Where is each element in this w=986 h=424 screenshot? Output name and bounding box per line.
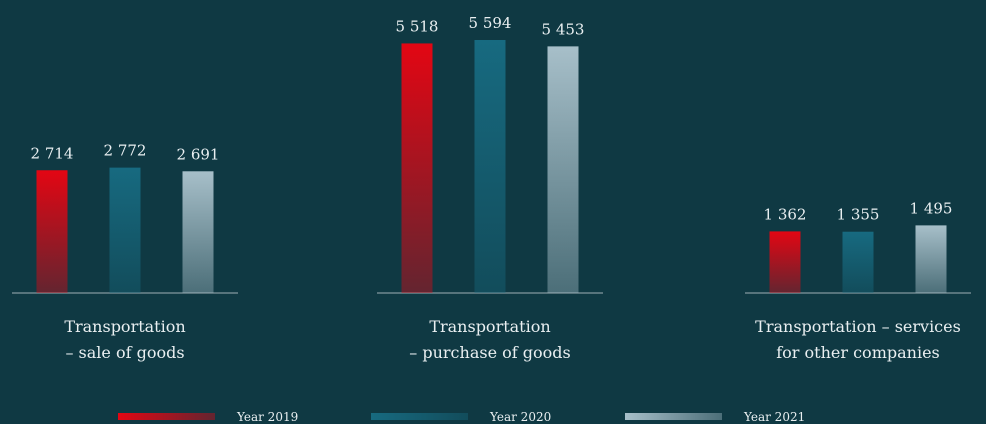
category-line: for other companies bbox=[776, 343, 940, 362]
legend-label: Year 2019 bbox=[236, 410, 298, 424]
category-label: Transportation – sale of goods bbox=[0, 314, 275, 366]
bar bbox=[547, 46, 579, 293]
bar bbox=[401, 43, 433, 293]
value-label: 5 518 bbox=[396, 17, 439, 35]
category-label: Transportation – purchase of goods bbox=[340, 314, 640, 366]
value-label: 2 714 bbox=[31, 144, 74, 162]
value-label: 2 772 bbox=[104, 142, 147, 160]
legend-swatch bbox=[371, 413, 468, 420]
legend-swatch bbox=[118, 413, 215, 420]
legend-label: Year 2021 bbox=[743, 410, 805, 424]
bar bbox=[36, 170, 68, 293]
category-line: Transportation – services bbox=[755, 317, 961, 336]
category-label: Transportation – services for other compa… bbox=[708, 314, 986, 366]
bar bbox=[842, 231, 874, 293]
bar bbox=[182, 171, 214, 293]
bar bbox=[915, 225, 947, 293]
category-line: Transportation bbox=[429, 317, 551, 336]
category-line: – purchase of goods bbox=[409, 343, 571, 362]
value-label: 5 594 bbox=[469, 14, 512, 32]
value-label: 1 495 bbox=[910, 199, 953, 217]
bar bbox=[474, 40, 506, 293]
legend-label: Year 2020 bbox=[489, 410, 551, 424]
value-label: 5 453 bbox=[542, 20, 585, 38]
value-label: 1 362 bbox=[764, 205, 807, 223]
bar bbox=[769, 231, 801, 293]
value-label: 2 691 bbox=[177, 145, 220, 163]
legend-swatch bbox=[625, 413, 722, 420]
value-label: 1 355 bbox=[837, 206, 880, 224]
bar bbox=[109, 167, 141, 293]
category-line: Transportation bbox=[64, 317, 186, 336]
category-line: – sale of goods bbox=[65, 343, 185, 362]
